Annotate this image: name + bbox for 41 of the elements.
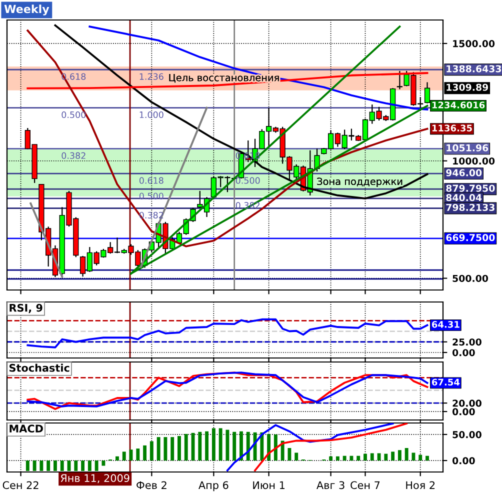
y-tick-label: 500.00 — [452, 274, 488, 282]
data-label: 1136.35 — [432, 124, 472, 132]
annotation: 1.000 — [140, 111, 164, 118]
text: 1309.89 — [446, 84, 488, 91]
ref-line-label: 946.00 — [446, 169, 482, 176]
ref-line-label: Янв 11, 2009 — [60, 474, 130, 484]
x-tick-label: Авг 3 — [316, 481, 344, 490]
x-tick-label: Сен 22 — [2, 481, 38, 490]
annotation: 1.236 — [140, 73, 164, 80]
y-tick-label: 25.00 — [452, 338, 482, 346]
annotation: 0.382 — [62, 152, 86, 159]
x-tick-label: Апр 6 — [198, 481, 228, 492]
y-tick-label: 1000.00 — [453, 157, 495, 165]
x-tick-label: Фев 2 — [136, 481, 166, 490]
chart-title: Weekly — [4, 4, 50, 16]
ref-line-label: 1051.96 — [446, 144, 488, 152]
x-tick-label: Ноя 2 — [406, 481, 435, 490]
y-tick-label: 0.00 — [452, 349, 475, 356]
ref-line-label: 669.7500 — [446, 234, 495, 242]
ref-line-label: 798.2133 — [446, 204, 494, 211]
annotation: 0.618 — [236, 152, 260, 159]
data-label: 64.31 — [432, 320, 460, 328]
chart-title: RSI, 9 — [10, 304, 42, 314]
ref-line-label: 879.7950 — [446, 184, 495, 192]
band-label: Зона поддержки — [317, 178, 402, 187]
ref-line-label: 840.04 — [446, 194, 482, 202]
y-tick-label: 1500.00 — [453, 40, 495, 48]
annotation: 0.618 — [139, 177, 164, 184]
ref-line-label: 1388.6433 — [446, 65, 502, 72]
y-tick-label: 0.00 — [452, 408, 475, 416]
x-tick-label: Июн 1 — [253, 481, 284, 490]
data-label: 1234.6016 — [432, 102, 485, 108]
chart-title: Stochastic — [9, 364, 70, 372]
annotation: 0.500 — [62, 111, 86, 118]
x-tick-label: Сен 7 — [350, 481, 380, 490]
annotation: 0.500 — [236, 177, 260, 184]
data-label: 67.54 — [432, 378, 460, 386]
y-tick-label: 0.00 — [452, 457, 475, 464]
y-tick-label: 50.00 — [452, 431, 482, 438]
chart-title: MACD — [10, 424, 43, 433]
y-tick-label: 20.00 — [452, 400, 482, 407]
